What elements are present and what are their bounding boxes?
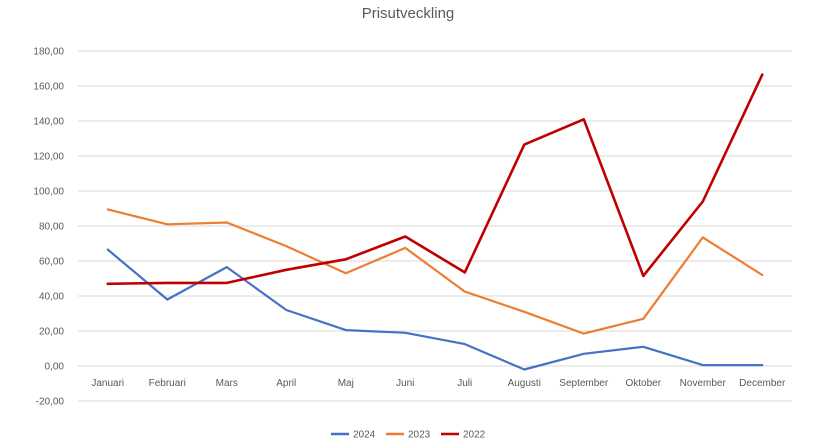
y-tick-label: 160,00 [33,82,64,93]
y-tick-label: 140,00 [33,117,64,128]
x-tick-label: Mars [216,378,238,389]
y-tick-label: 60,00 [39,257,64,268]
x-tick-label: Maj [338,378,354,389]
series-line-2024 [106,248,764,371]
y-tick-label: 120,00 [33,152,64,163]
gridlines [78,50,792,402]
x-tick-label: December [739,378,786,389]
y-tick-label: -20,00 [36,397,65,408]
y-tick-label: 80,00 [39,222,64,233]
x-tick-label: Augusti [508,378,541,389]
y-axis-tick-labels: -20,00 0,00 20,00 40,00 60,00 80,00 100,00 120,… [33,47,64,408]
legend-label-2024: 2024 [353,430,376,441]
legend-label-2023: 2023 [408,430,431,441]
x-tick-label: Januari [91,378,124,389]
legend: 2024 2023 2022 [331,430,486,441]
x-tick-label: April [276,378,296,389]
x-tick-label: Oktober [625,378,661,389]
series-lines [106,73,764,371]
y-tick-label: 40,00 [39,292,64,303]
legend-label-2022: 2022 [463,430,486,441]
series-line-2023 [106,208,764,335]
y-tick-label: 180,00 [33,47,64,58]
y-tick-label: 20,00 [39,327,64,338]
y-tick-label: 100,00 [33,187,64,198]
x-tick-label: November [680,378,727,389]
x-tick-label: September [559,378,609,389]
series-line-2022 [106,73,764,286]
x-axis-tick-labels: Januari Februari Mars April Maj Juni Juli Augus… [91,378,786,389]
x-tick-label: Juni [396,378,414,389]
x-tick-label: Juli [457,378,472,389]
y-tick-label: 0,00 [45,362,65,373]
x-tick-label: Februari [149,378,186,389]
chart-title: Prisutveckling [361,5,455,22]
